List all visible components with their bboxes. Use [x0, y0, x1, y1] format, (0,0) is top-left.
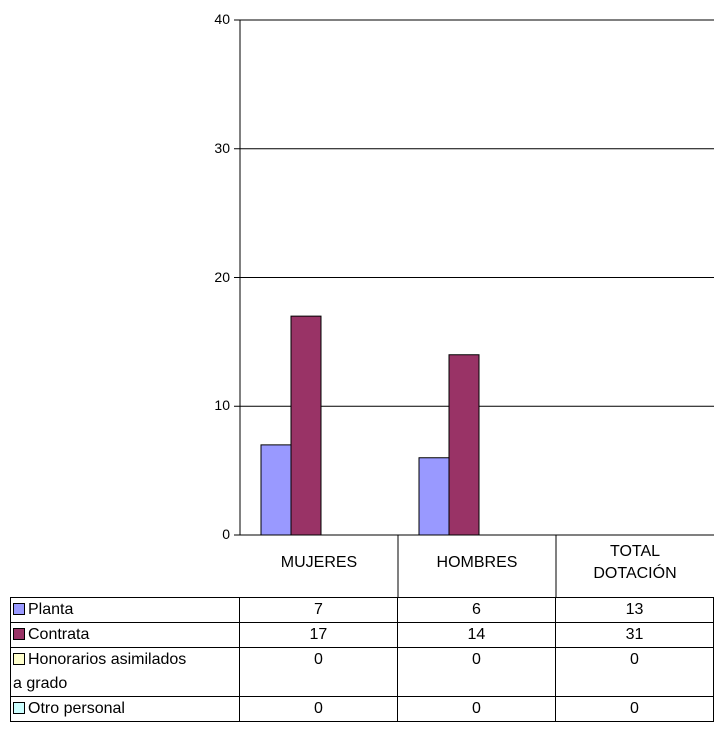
category-dividers: [397, 535, 557, 597]
bar-contrata-0: [290, 315, 322, 536]
data-table-cell: 31: [554, 622, 714, 648]
category-label-line: HOMBRES: [436, 554, 518, 571]
bar-planta-1: [418, 457, 450, 536]
data-table-row: Planta 7 6 13: [10, 597, 714, 623]
legend-swatch: [13, 653, 25, 665]
data-table-row: Contrata 17 14 31: [10, 622, 714, 648]
series-name: Honorarios asimilados: [28, 651, 187, 668]
data-table-cell: 0: [396, 647, 556, 697]
bar-contrata-1: [448, 354, 480, 536]
data-table: Planta 7 6 13 Contrata 17 14 31 Honorarios asimi…: [10, 597, 714, 722]
legend-swatch: [13, 603, 25, 615]
data-table-cell: 0: [238, 647, 398, 697]
data-table-cell: 0: [554, 647, 714, 697]
data-table-cell: 0: [554, 696, 714, 722]
series-name: Contrata: [28, 626, 90, 643]
series-name: a grado: [13, 675, 68, 692]
data-table-cell: 7: [238, 597, 398, 623]
y-tick-label: 20: [214, 268, 230, 285]
category-label: TOTAL DOTACIÓN: [556, 541, 714, 585]
y-axis-ticks: [234, 19, 240, 536]
data-table-cell: 0: [238, 696, 398, 722]
series-label: Contrata: [10, 622, 240, 648]
data-table-cell: 14: [396, 622, 556, 648]
legend-swatch: [13, 702, 25, 714]
category-label: MUJERES: [240, 552, 398, 574]
y-tick-label: 30: [214, 139, 230, 156]
series-label: Planta: [10, 597, 240, 623]
series-label: Otro personal: [10, 696, 240, 722]
data-table-cell: 17: [238, 622, 398, 648]
category-label-line: TOTAL: [609, 543, 661, 560]
bars: [260, 315, 480, 536]
legend-swatch: [13, 628, 25, 640]
data-table-row: Honorarios asimilados a grado 0 0 0: [10, 647, 714, 697]
series-name: Otro personal: [28, 700, 125, 717]
data-table-cell: 13: [554, 597, 714, 623]
y-tick-label: 40: [214, 11, 230, 27]
category-label-line: MUJERES: [280, 554, 358, 571]
data-table-row: Otro personal 0 0 0: [10, 696, 714, 722]
bar-planta-0: [260, 444, 292, 536]
series-name: Planta: [28, 601, 74, 618]
category-label-line: DOTACIÓN: [593, 565, 677, 582]
data-table-cell: 6: [396, 597, 556, 623]
y-tick-label: 0: [222, 526, 230, 542]
category-label: HOMBRES: [398, 552, 556, 574]
bar-chart: [234, 19, 714, 597]
y-tick-label: 10: [214, 397, 230, 414]
series-label: Honorarios asimilados a grado: [10, 647, 240, 697]
data-table-cell: 0: [396, 696, 556, 722]
